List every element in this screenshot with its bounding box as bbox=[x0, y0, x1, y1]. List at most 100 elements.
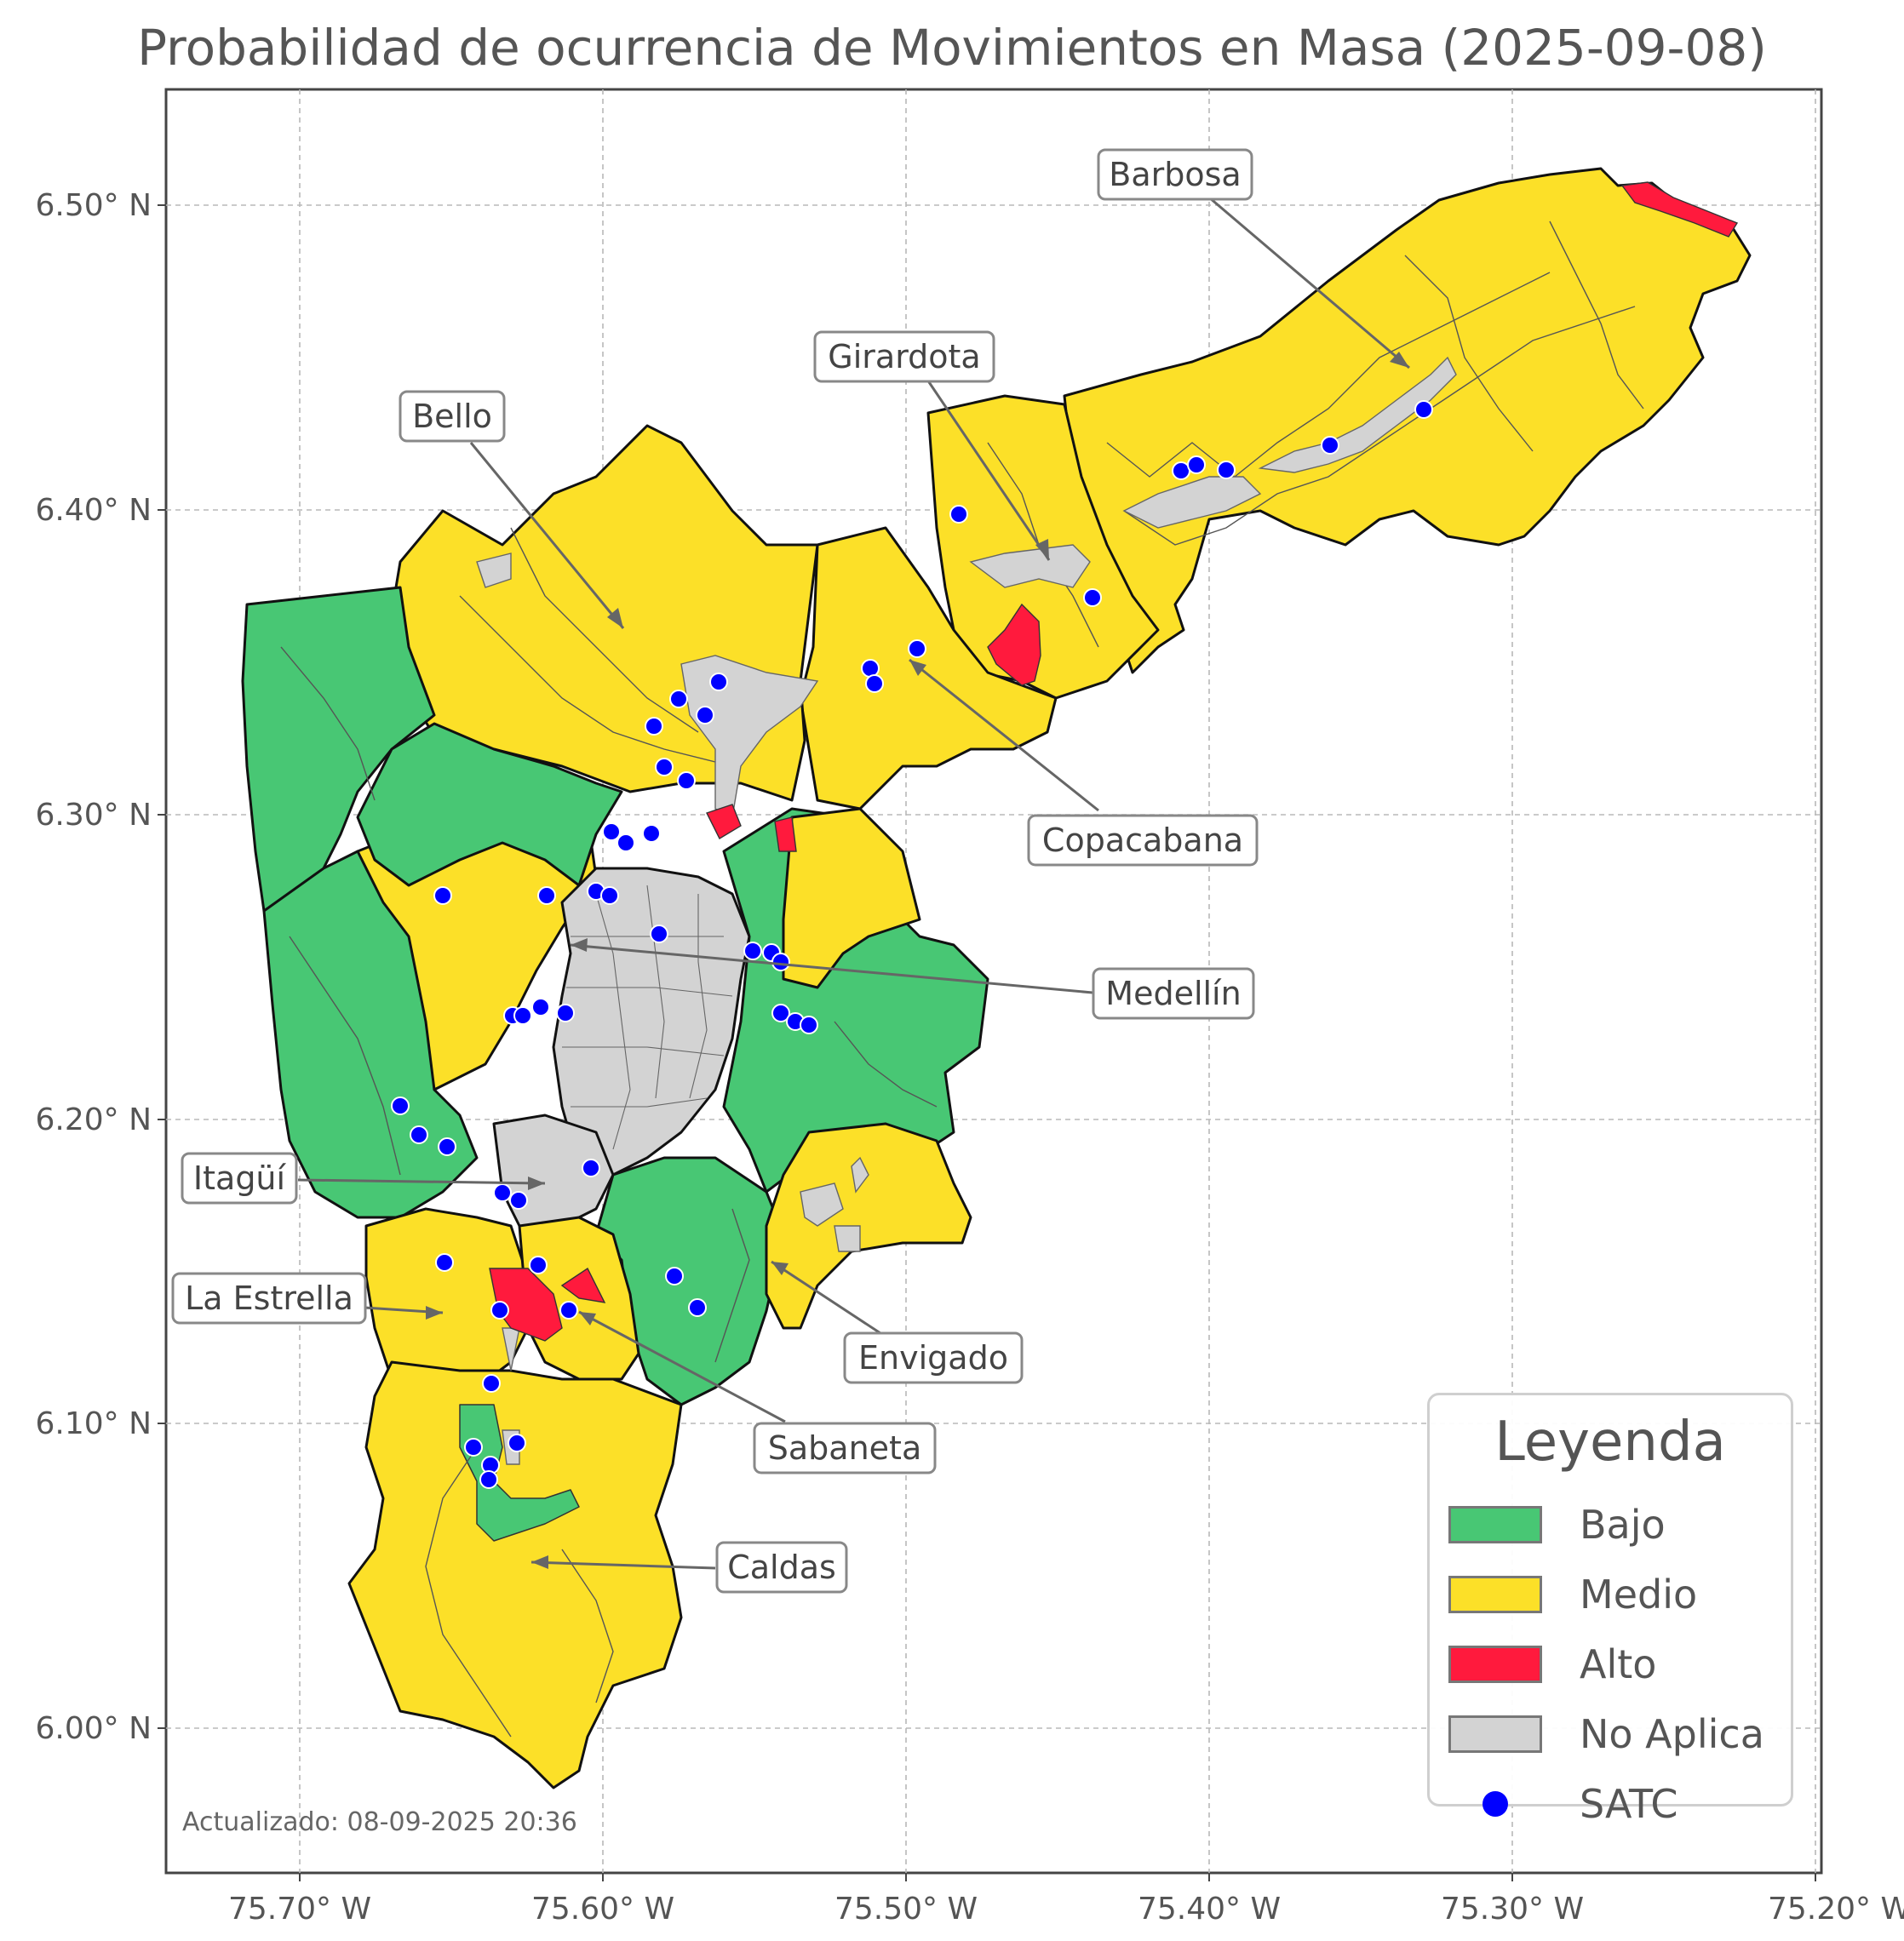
callout-medellin: Medellín bbox=[1092, 967, 1255, 1020]
satc-point bbox=[865, 674, 884, 693]
y-tick-label: 6.40° N bbox=[35, 493, 152, 528]
x-tick-label: 75.30° W bbox=[1441, 1892, 1584, 1927]
legend-label: Medio bbox=[1580, 1572, 1698, 1618]
satc-point bbox=[464, 1438, 483, 1457]
no-aplica-areas bbox=[476, 356, 1457, 1465]
x-tick-label: 75.40° W bbox=[1138, 1892, 1281, 1927]
satc-point bbox=[482, 1374, 501, 1393]
label-girardota: Girardota bbox=[828, 338, 980, 375]
legend-item-bajo: Bajo bbox=[1448, 1499, 1666, 1550]
satc-point bbox=[410, 1125, 428, 1144]
label-la-estrella: La Estrella bbox=[185, 1280, 353, 1317]
satc-dot-icon bbox=[1448, 1791, 1542, 1817]
x-tick-label: 75.20° W bbox=[1768, 1892, 1904, 1927]
region-medellin-urban bbox=[552, 867, 751, 1177]
alto-areas bbox=[489, 181, 1739, 1342]
label-medellin: Medellín bbox=[1105, 975, 1241, 1012]
satc-point bbox=[617, 833, 635, 852]
callout-bello: Bello bbox=[399, 390, 506, 443]
satc-point bbox=[743, 942, 762, 960]
legend-title: Leyenda bbox=[1494, 1411, 1726, 1474]
tick-marks bbox=[158, 204, 1816, 1881]
legend-label: Bajo bbox=[1580, 1502, 1666, 1548]
y-tick-label: 6.10° N bbox=[35, 1406, 152, 1441]
callout-envigado: Envigado bbox=[843, 1331, 1024, 1384]
legend-item-medio: Medio bbox=[1448, 1569, 1697, 1620]
satc-point bbox=[677, 771, 696, 790]
satc-point bbox=[391, 1096, 410, 1115]
label-copacabana: Copacabana bbox=[1042, 822, 1243, 859]
label-envigado: Envigado bbox=[858, 1339, 1008, 1377]
satc-point bbox=[508, 1434, 526, 1452]
satc-point bbox=[435, 1253, 454, 1272]
region-barbosa bbox=[1063, 167, 1752, 674]
satc-point bbox=[493, 1183, 512, 1202]
legend-swatch-medio bbox=[1448, 1576, 1542, 1613]
satc-point bbox=[509, 1191, 528, 1210]
satc-point bbox=[529, 1256, 548, 1274]
satc-point bbox=[600, 886, 619, 905]
map-title: Probabilidad de ocurrencia de Movimiento… bbox=[137, 19, 1767, 77]
subdivision-lines bbox=[280, 220, 1644, 1738]
callout-barbosa: Barbosa bbox=[1097, 148, 1253, 201]
satc-point bbox=[645, 717, 663, 736]
satc-point bbox=[650, 925, 668, 943]
callout-girardota: Girardota bbox=[813, 330, 995, 383]
satc-point bbox=[602, 822, 621, 841]
satc-point bbox=[531, 998, 550, 1016]
satc-point bbox=[1321, 436, 1339, 455]
satc-point bbox=[665, 1267, 684, 1285]
legend-label: Alto bbox=[1580, 1641, 1657, 1687]
satc-point bbox=[1083, 588, 1102, 607]
satc-point bbox=[1217, 461, 1236, 479]
satc-point bbox=[908, 639, 926, 658]
region-west-a bbox=[241, 586, 436, 913]
satc-point bbox=[861, 659, 880, 678]
legend-label: SATC bbox=[1580, 1781, 1678, 1827]
callout-arrows bbox=[297, 196, 1410, 1570]
x-tick-label: 75.70° W bbox=[228, 1892, 371, 1927]
satc-point bbox=[559, 1301, 578, 1320]
legend-item-alto: Alto bbox=[1448, 1639, 1656, 1690]
satc-point bbox=[642, 824, 661, 843]
y-tick-label: 6.00° N bbox=[35, 1711, 152, 1746]
satc-points bbox=[391, 400, 1433, 1489]
y-tick-label: 6.30° N bbox=[35, 798, 152, 833]
satc-point bbox=[1414, 400, 1433, 419]
y-tick-label: 6.20° N bbox=[35, 1102, 152, 1137]
x-tick-label: 75.60° W bbox=[531, 1892, 674, 1927]
legend-item-satc: SATC bbox=[1448, 1778, 1677, 1829]
satc-point bbox=[669, 690, 688, 708]
satc-point bbox=[438, 1137, 456, 1156]
label-caldas: Caldas bbox=[727, 1549, 836, 1586]
satc-point bbox=[582, 1159, 600, 1177]
callout-la-estrella: La Estrella bbox=[171, 1272, 367, 1325]
satc-point bbox=[655, 758, 674, 776]
label-bello: Bello bbox=[412, 398, 492, 435]
satc-point bbox=[556, 1004, 575, 1022]
satc-point bbox=[433, 886, 452, 905]
label-barbosa: Barbosa bbox=[1109, 156, 1241, 193]
callout-itagui: Itagüí bbox=[181, 1152, 298, 1205]
urban-grid bbox=[562, 885, 733, 1150]
legend-swatch-no-aplica bbox=[1448, 1715, 1542, 1753]
region-copacabana bbox=[799, 526, 1058, 810]
x-tick-label: 75.50° W bbox=[834, 1892, 978, 1927]
satc-point bbox=[949, 505, 968, 524]
legend-swatch-bajo bbox=[1448, 1506, 1542, 1543]
legend: Leyenda Bajo Medio Alto No Aplica SATC bbox=[1427, 1393, 1793, 1827]
y-tick-label: 6.50° N bbox=[35, 188, 152, 223]
callout-arrowheads bbox=[426, 352, 1409, 1569]
region-medellin-east-yellow bbox=[782, 807, 921, 989]
legend-swatch-alto bbox=[1448, 1646, 1542, 1683]
satc-point bbox=[688, 1298, 707, 1317]
callout-sabaneta: Sabaneta bbox=[753, 1422, 937, 1474]
satc-point bbox=[709, 673, 728, 691]
satc-point bbox=[1187, 455, 1206, 474]
callout-caldas: Caldas bbox=[715, 1541, 848, 1594]
region-caldas bbox=[347, 1360, 683, 1789]
label-itagui: Itagüí bbox=[193, 1159, 287, 1197]
satc-point bbox=[490, 1301, 509, 1320]
label-sabaneta: Sabaneta bbox=[768, 1429, 921, 1467]
